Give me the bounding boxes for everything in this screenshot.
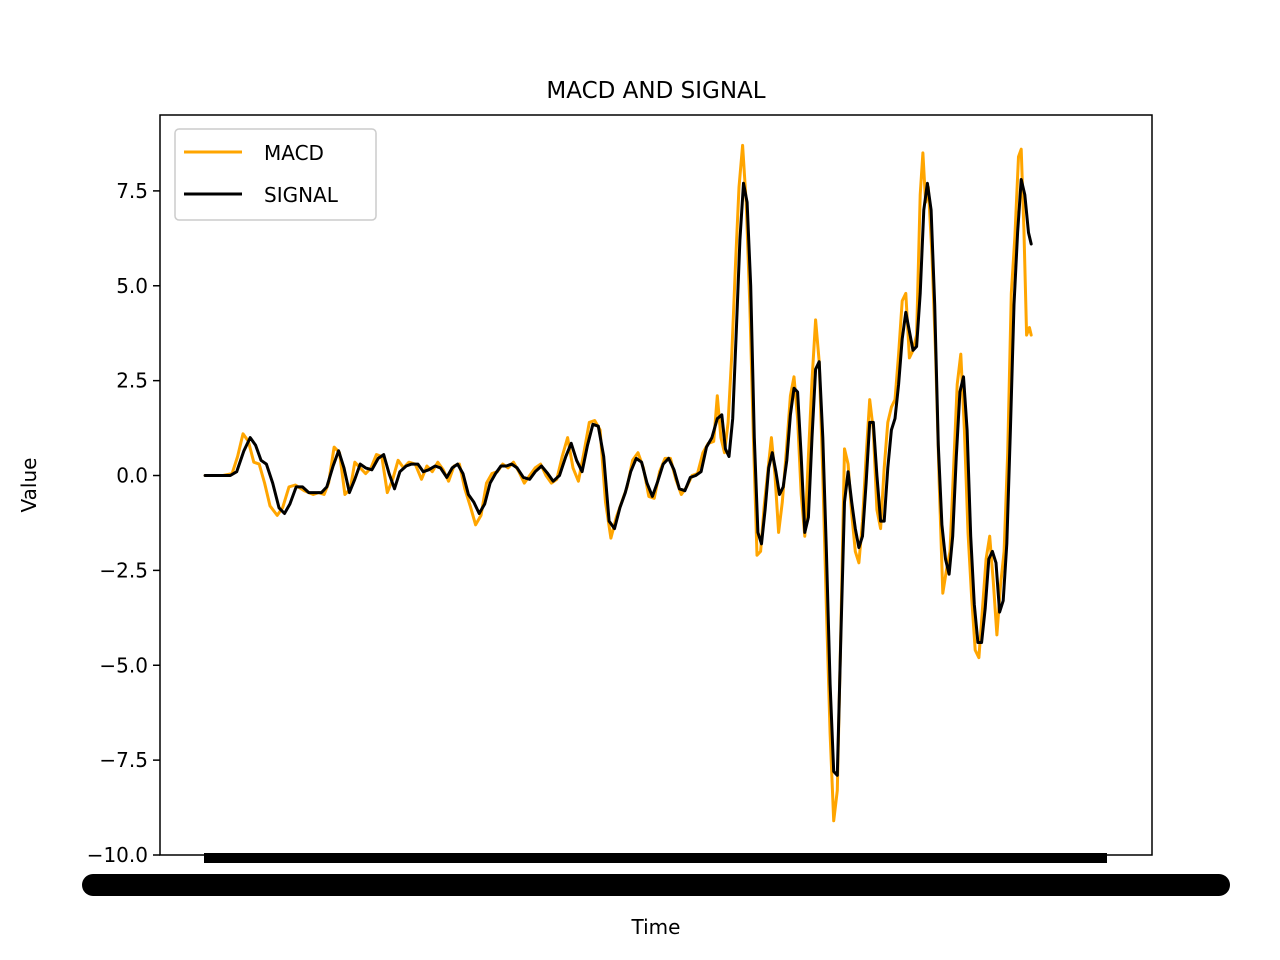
y-axis: −10.0 −7.5 −5.0 −2.5 0.0 2.5 5.0 7.5 — [87, 179, 160, 867]
x-axis-label: Time — [631, 915, 681, 939]
y-tick-label: 0.0 — [116, 464, 148, 488]
x-tick-marks-band — [204, 853, 1107, 863]
y-tick-label: −5.0 — [99, 653, 148, 677]
y-tick-label: 7.5 — [116, 179, 148, 203]
y-tick-label: 2.5 — [116, 369, 148, 393]
y-tick-label: −2.5 — [99, 558, 148, 582]
y-tick-label: −10.0 — [87, 843, 148, 867]
legend: MACD SIGNAL — [174, 128, 377, 221]
y-tick-label: 5.0 — [116, 274, 148, 298]
y-tick-label: −7.5 — [99, 748, 148, 772]
series-layer — [203, 143, 1033, 823]
y-axis-label: Value — [17, 458, 41, 513]
x-axis — [82, 853, 1230, 896]
series-line-signal — [203, 178, 1033, 777]
legend-label-signal: SIGNAL — [264, 183, 339, 207]
legend-label-macd: MACD — [264, 141, 324, 165]
chart-title: MACD AND SIGNAL — [546, 78, 765, 104]
x-tick-labels-band — [82, 874, 1230, 896]
